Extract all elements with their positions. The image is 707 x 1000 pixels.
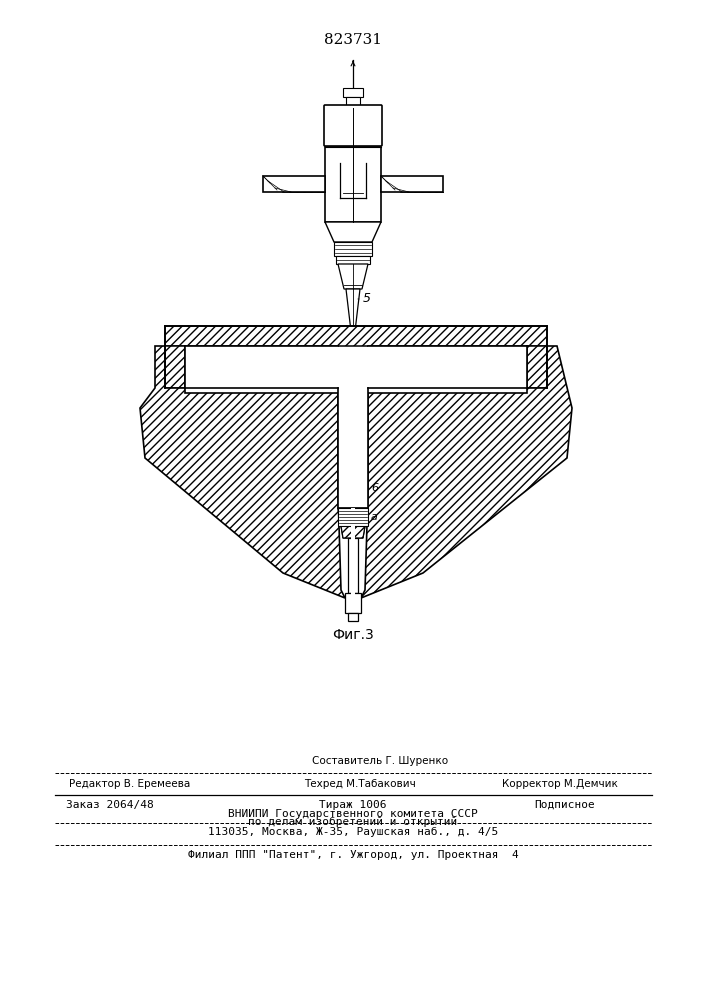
Text: Заказ 2064/48: Заказ 2064/48 xyxy=(66,800,154,810)
Polygon shape xyxy=(527,346,547,388)
Bar xyxy=(348,613,358,621)
Polygon shape xyxy=(346,289,360,344)
Bar xyxy=(185,346,338,388)
Text: Составитель Г. Шуренко: Составитель Г. Шуренко xyxy=(312,756,448,766)
Bar xyxy=(346,97,360,106)
Text: a: a xyxy=(371,512,378,522)
Polygon shape xyxy=(338,508,368,538)
Bar xyxy=(338,388,368,508)
Bar xyxy=(343,88,363,97)
Text: 113035, Москва, Ж-35, Раушская наб., д. 4/5: 113035, Москва, Ж-35, Раушская наб., д. … xyxy=(208,827,498,837)
Polygon shape xyxy=(361,346,572,598)
Polygon shape xyxy=(338,508,368,538)
Text: ВНИИПИ Государственного комитета СССР: ВНИИПИ Государственного комитета СССР xyxy=(228,809,478,819)
Text: Подписное: Подписное xyxy=(534,800,595,810)
Bar xyxy=(368,346,527,388)
Bar xyxy=(351,508,355,598)
Bar xyxy=(325,147,381,222)
Text: Корректор М.Демчик: Корректор М.Демчик xyxy=(502,779,618,789)
Polygon shape xyxy=(325,222,381,242)
Text: Филиал ППП "Патент", г. Ужгород, ул. Проектная  4: Филиал ППП "Патент", г. Ужгород, ул. Про… xyxy=(187,850,518,860)
Text: Редактор В. Еремеева: Редактор В. Еремеева xyxy=(69,779,191,789)
Text: 6: 6 xyxy=(371,483,378,493)
Bar xyxy=(338,508,368,526)
Text: Тираж 1006: Тираж 1006 xyxy=(320,800,387,810)
Bar xyxy=(263,176,325,192)
Text: Фиг.3: Фиг.3 xyxy=(332,628,374,642)
Bar xyxy=(348,538,358,593)
Text: Техред М.Табакович: Техред М.Табакович xyxy=(304,779,416,789)
Polygon shape xyxy=(165,326,547,346)
Bar xyxy=(381,176,443,192)
Bar xyxy=(334,242,372,256)
Polygon shape xyxy=(165,346,185,388)
Polygon shape xyxy=(140,346,345,598)
Bar xyxy=(345,593,361,613)
Bar xyxy=(336,256,370,264)
Text: 5: 5 xyxy=(363,292,371,306)
Text: 823731: 823731 xyxy=(324,33,382,47)
Polygon shape xyxy=(338,264,368,289)
FancyBboxPatch shape xyxy=(324,105,382,146)
Text: по делам изобретений и открытий: по делам изобретений и открытий xyxy=(248,817,457,827)
